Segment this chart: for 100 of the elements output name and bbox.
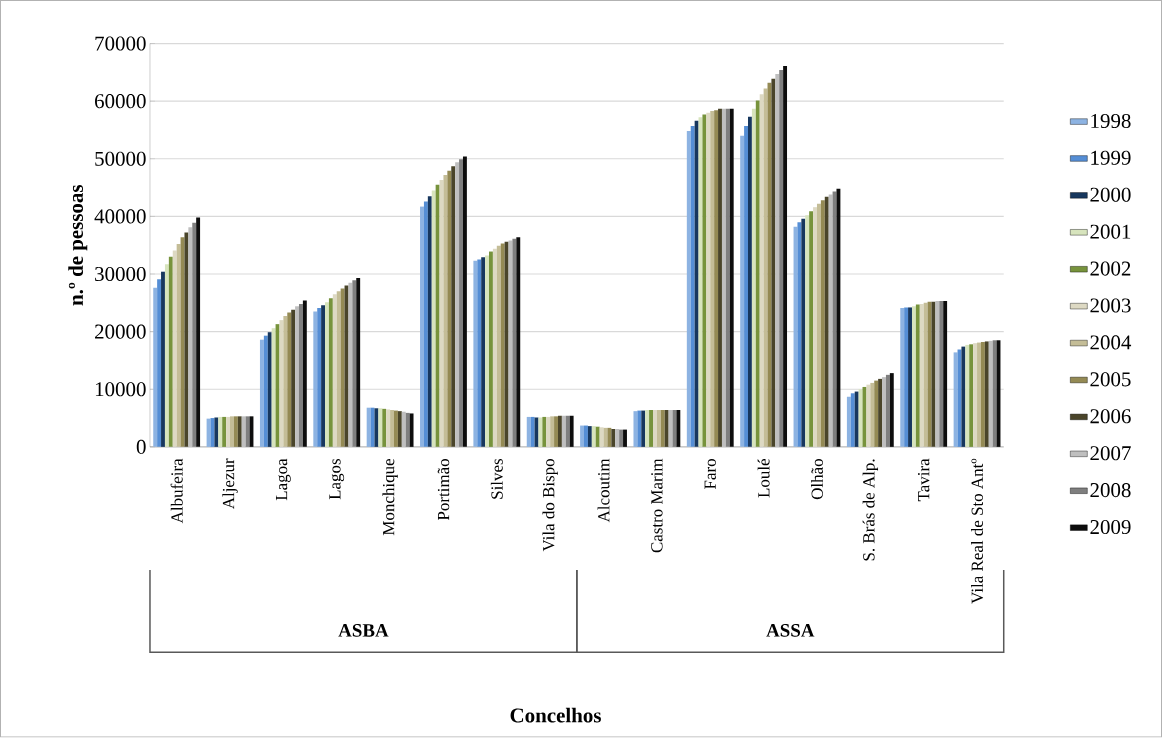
bar	[751, 108, 756, 448]
bar	[233, 416, 238, 448]
bar	[854, 391, 859, 448]
bar	[291, 309, 296, 448]
bar	[607, 428, 612, 448]
bar	[900, 308, 905, 448]
bar	[366, 407, 371, 448]
bar	[824, 196, 829, 448]
bar	[988, 341, 993, 448]
bar	[477, 259, 482, 448]
bar	[637, 410, 642, 448]
x-tick-label: Tavira	[917, 458, 930, 502]
bar	[241, 416, 246, 448]
legend-label: 2006	[1090, 409, 1131, 424]
bar	[965, 345, 970, 448]
bar	[801, 218, 806, 448]
x-tick-label: Albufeira	[170, 458, 183, 524]
bar	[919, 304, 924, 448]
bar	[420, 206, 424, 448]
bar	[984, 341, 989, 448]
bar	[664, 410, 669, 448]
bar	[168, 256, 173, 448]
bar	[850, 393, 855, 448]
bar	[455, 162, 460, 448]
bar	[911, 306, 916, 448]
bar	[397, 411, 402, 448]
bar	[526, 417, 531, 448]
bar	[550, 416, 555, 448]
bar	[755, 100, 760, 448]
legend-label: 2007	[1090, 446, 1131, 461]
y-tick-label: 60000	[95, 94, 146, 109]
bar	[530, 417, 535, 448]
bar	[230, 416, 234, 448]
bar	[481, 257, 486, 448]
bar	[656, 410, 661, 448]
x-tick-label: Monchique	[382, 459, 398, 536]
bar	[686, 131, 691, 448]
bar	[321, 305, 326, 448]
bar	[748, 116, 752, 448]
legend-label: 2003	[1090, 298, 1131, 313]
bar	[313, 311, 318, 448]
bar	[595, 426, 600, 448]
bar	[866, 384, 871, 448]
bar	[580, 425, 585, 448]
bar	[935, 301, 940, 448]
bar	[676, 410, 681, 448]
bar	[226, 417, 231, 448]
bar	[554, 416, 558, 448]
bar	[340, 288, 345, 448]
bar	[390, 410, 394, 448]
bar	[980, 342, 985, 448]
legend-label: 2001	[1090, 224, 1131, 239]
x-tick-label: Aljezur	[222, 458, 238, 510]
bar	[386, 409, 391, 448]
bar	[431, 190, 436, 448]
y-tick-label: 50000	[95, 151, 146, 167]
y-axis-title: n.º de pessoas	[68, 185, 88, 306]
bar	[153, 288, 158, 448]
bar	[878, 379, 883, 448]
bar	[489, 251, 493, 448]
bar	[690, 126, 695, 448]
bar	[382, 409, 387, 448]
bar	[923, 303, 928, 448]
bar	[492, 248, 497, 448]
y-tick-label: 20000	[95, 324, 146, 339]
bar	[846, 396, 851, 448]
legend-label: 2002	[1090, 261, 1131, 276]
x-axis-title: Concelhos	[510, 707, 601, 723]
bar	[423, 201, 428, 448]
bar	[858, 389, 863, 448]
bar	[645, 410, 650, 448]
x-tick-label: Vila do Bispo	[542, 459, 558, 552]
bar	[816, 203, 821, 448]
bar	[356, 278, 361, 448]
bar	[295, 306, 299, 448]
y-tick-label: 30000	[95, 267, 146, 282]
bar	[394, 410, 398, 448]
bar	[591, 426, 596, 448]
bar	[729, 108, 734, 448]
bar	[805, 215, 810, 448]
bar	[759, 94, 764, 448]
bar	[889, 373, 894, 448]
bar	[462, 156, 467, 448]
bar	[587, 426, 592, 448]
bar	[259, 339, 264, 448]
bar	[908, 307, 912, 448]
y-tick-label: 0	[136, 440, 146, 455]
bar	[435, 184, 440, 448]
bar	[378, 408, 383, 448]
bar	[633, 411, 638, 448]
bar	[813, 207, 817, 448]
bar	[516, 237, 521, 448]
legend-label: 1998	[1091, 114, 1131, 129]
bar	[809, 211, 814, 448]
bar	[943, 301, 948, 448]
bar	[702, 114, 707, 448]
legend-label: 2008	[1090, 483, 1131, 498]
bar	[214, 417, 219, 448]
x-tick-label: Olhão	[811, 459, 823, 500]
x-tick-label: Portimão	[437, 459, 450, 521]
